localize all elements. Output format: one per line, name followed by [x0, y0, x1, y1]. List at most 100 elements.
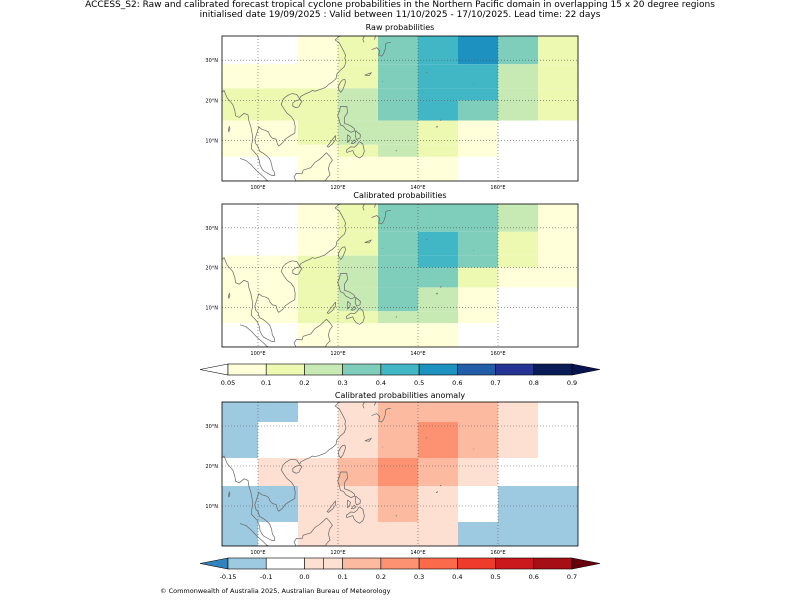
grid-cell [298, 36, 338, 65]
grid-cell [378, 287, 418, 312]
grid-cell [498, 100, 538, 121]
anomaly-map-frame [221, 401, 579, 547]
grid-cell [378, 267, 418, 288]
grid-cell [298, 323, 338, 347]
grid-cell [298, 120, 338, 145]
grid-cell [222, 323, 298, 347]
raw-probabilities-map: 100°E 120°E 140°E 160°E 10°N 20°N 30°N [205, 35, 579, 191]
colorbar-tick-label: 0.4 [452, 573, 462, 581]
coastline [346, 141, 365, 159]
coastline [354, 297, 361, 307]
grid-cell [418, 458, 458, 486]
coastline [364, 437, 373, 442]
colorbar-tick-label: 0.05 [221, 379, 235, 387]
grid-cell [298, 64, 338, 89]
grid-cell [298, 311, 338, 324]
y-tick-label: 30°N [205, 226, 218, 232]
grid-cell [338, 323, 458, 347]
grid-cell [458, 458, 498, 486]
grid-cell [298, 88, 338, 101]
colorbar-tick-label: 0.2 [299, 379, 309, 387]
colorbar-swatch [495, 363, 535, 376]
grid-cell [498, 64, 538, 89]
grid-cell [298, 522, 458, 546]
grid-cell [222, 311, 298, 324]
colorbar-under-arrow [199, 557, 229, 570]
coastline [338, 79, 346, 93]
x-tick-label: 140°E [410, 550, 425, 556]
grid-cell [538, 422, 578, 458]
grid-cell [418, 64, 498, 89]
grid-cell [538, 267, 578, 288]
grid-cell [458, 522, 578, 546]
colorbar-over-arrow [571, 557, 601, 570]
coastline [354, 495, 361, 506]
grid-cell [378, 458, 418, 486]
grid-cell [458, 120, 498, 145]
grid-cell [458, 402, 498, 422]
grid-cell [222, 88, 298, 101]
colorbar-swatch [342, 557, 382, 570]
coastline [326, 500, 336, 513]
coastline [337, 273, 356, 300]
colorbar-swatch [418, 557, 458, 570]
grid-cell [338, 231, 378, 256]
coastline [228, 490, 231, 498]
colorbar-swatch [457, 557, 496, 570]
calibrated-probabilities-map: 100°E 120°E 140°E 160°E 10°N 20°N 30°N [205, 203, 579, 357]
x-tick-label: 160°E [490, 550, 505, 556]
x-tick-label: 100°E [250, 185, 265, 191]
colorbar-tick-label: 0.3 [414, 573, 424, 581]
colorbar-tick-label: 0.5 [490, 573, 500, 581]
colorbar-tick-label: 0.0 [299, 573, 309, 581]
coastline [362, 36, 365, 43]
colorbar-tick-label: 0.5 [414, 379, 424, 387]
grid-cell [222, 100, 298, 121]
coastline [350, 139, 357, 144]
colorbar-tick-label: 0.7 [567, 573, 577, 581]
coastline [292, 464, 303, 474]
anomaly-panel-title: Calibrated probabilities anomaly [334, 391, 466, 400]
grid-cell [378, 100, 418, 121]
grid-cell [538, 231, 578, 256]
colorbar-swatch [533, 557, 573, 570]
calibrated-panel-title: Calibrated probabilities [353, 191, 447, 200]
colorbar-swatch [380, 363, 420, 376]
coastline [346, 499, 351, 509]
coastline [440, 484, 442, 487]
grid-cell [378, 88, 418, 101]
calibrated-probabilities-map-frame [221, 203, 579, 348]
grid-cell [538, 36, 578, 65]
grid-cell [222, 287, 298, 312]
grid-cell [418, 144, 458, 157]
coastline [435, 491, 438, 494]
grid-cell [338, 402, 378, 422]
grid-cell [458, 311, 498, 324]
coastline [350, 306, 357, 311]
colorbar-tick-label: 0.3 [337, 379, 347, 387]
colorbar-tick-label: 0.2 [376, 573, 386, 581]
coastline [371, 408, 391, 423]
grid-cell [498, 486, 578, 522]
grid-cell [222, 204, 298, 232]
grid-cell [458, 323, 578, 347]
grid-cell [338, 36, 378, 65]
grid-cell [458, 267, 498, 288]
colorbar-swatch [418, 363, 458, 376]
grid-cell [378, 204, 498, 232]
colorbar-tick-label: 0.6 [452, 379, 462, 387]
y-tick-label: 20°N [205, 266, 218, 272]
coastline [228, 292, 231, 299]
grid-cell [222, 522, 258, 546]
grid-cell [338, 267, 378, 288]
colorbar-swatch [304, 363, 343, 376]
y-tick-label: 30°N [205, 58, 218, 64]
x-tick-label: 100°E [250, 351, 265, 357]
grid-cell [498, 255, 538, 268]
grid-cell [538, 88, 578, 101]
colorbar-tick-label: -0.15 [220, 573, 237, 581]
grid-cell [378, 486, 418, 522]
coastline [222, 204, 347, 342]
grid-cell [458, 287, 498, 312]
grid-cell [258, 522, 298, 546]
